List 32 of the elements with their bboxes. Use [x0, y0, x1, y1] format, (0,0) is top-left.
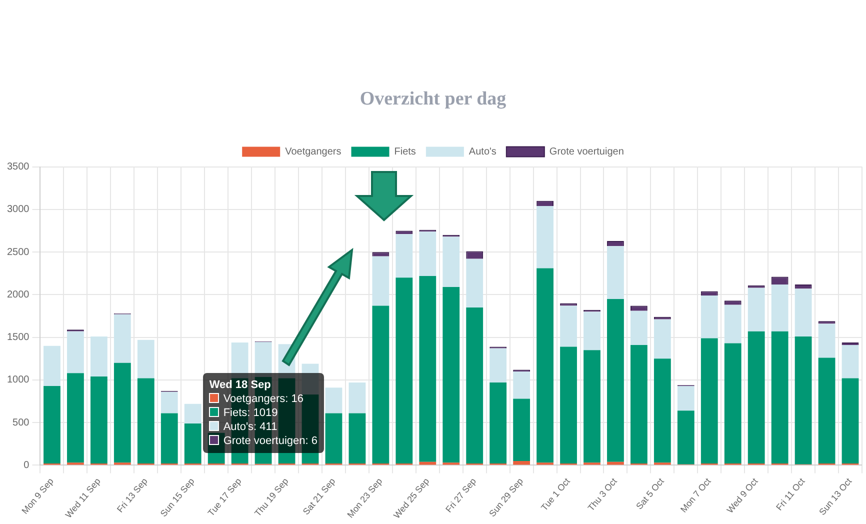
y-tick-label: 1500: [6, 332, 30, 344]
x-tick-label: Thu 3 Oct: [586, 476, 620, 513]
x-tick-label: Sun 15 Sep: [158, 476, 196, 519]
x-tick-label: Mon 9 Sep: [20, 476, 56, 516]
x-tick-label: Sat 5 Oct: [634, 476, 666, 512]
y-tick-label: 0: [24, 460, 30, 471]
x-tick-label: Fri 13 Sep: [114, 476, 150, 514]
legend-label: Voetgangers: [285, 146, 342, 158]
annotation: Fiets: 1019: [222, 406, 279, 420]
annotation: Wed 18 Sep: [209, 378, 272, 392]
annotation: Grote voertuigen: 6: [222, 434, 318, 448]
y-tick-label: 2000: [6, 289, 30, 300]
y-tick-label: 3000: [6, 204, 30, 216]
x-tick-label: Fri 27 Sep: [444, 476, 478, 514]
legend-label: Fiets: [394, 146, 416, 158]
x-tick-label: Thu 19 Sep: [252, 476, 290, 518]
annotation: Auto's: 411: [222, 420, 278, 434]
y-tick-label: 3500: [6, 162, 30, 173]
y-tick-label: 1000: [6, 374, 30, 386]
y-tick-label: 500: [12, 417, 30, 428]
legend-label: Auto's: [468, 146, 496, 158]
legend-label: Grote voertuigen: [549, 146, 624, 158]
y-tick-label: 2500: [6, 246, 30, 258]
annotation: Voetgangers: 16: [222, 392, 304, 406]
x-tick-label: Sun 29 Sep: [487, 476, 525, 519]
x-tick-label: Sat 21 Sep: [300, 476, 338, 517]
x-tick-label: Sun 13 Oct: [817, 476, 854, 518]
x-tick-label: Tue 1 Oct: [539, 476, 572, 513]
x-tick-label: Mon 7 Oct: [678, 476, 714, 514]
x-tick-label: Tue 17 Sep: [206, 476, 244, 518]
chart-title: Overzicht per dag: [360, 88, 507, 110]
x-tick-label: Fri 11 Oct: [774, 476, 808, 512]
